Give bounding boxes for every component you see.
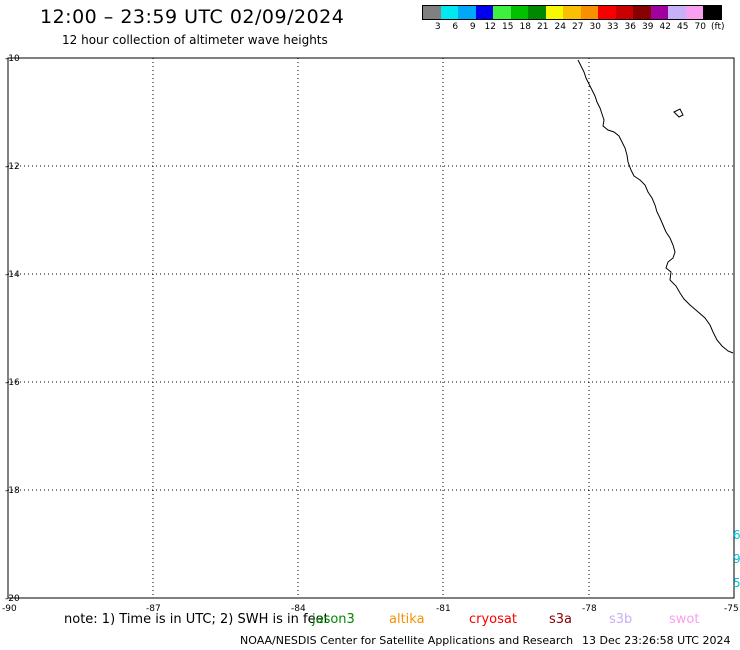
satellite-altika: altika xyxy=(389,612,425,627)
legend-label: 70 xyxy=(694,22,706,32)
legend-swatch xyxy=(598,6,616,19)
legend-swatch xyxy=(685,6,703,19)
satellite-jason3: jason3 xyxy=(312,612,355,627)
legend-label: 33 xyxy=(607,22,619,32)
legend-swatch xyxy=(633,6,651,19)
legend-swatch xyxy=(668,6,686,19)
legend-label: 36 xyxy=(624,22,636,32)
lat-label: -12 xyxy=(5,162,20,172)
legend-label: 21 xyxy=(537,22,549,32)
lat-label: -14 xyxy=(5,270,20,280)
legend-label: 12 xyxy=(484,22,496,32)
legend-label: 24 xyxy=(554,22,566,32)
legend-label: 3 xyxy=(434,22,441,32)
credit-line: NOAA/NESDIS Center for Satellite Applica… xyxy=(240,634,574,647)
lon-label: -90 xyxy=(2,604,17,614)
legend-label: 6 xyxy=(452,22,459,32)
peru-coastline xyxy=(577,59,734,354)
legend-swatch xyxy=(493,6,511,19)
legend-color-bar xyxy=(422,5,722,20)
legend-label: 42 xyxy=(659,22,671,32)
edge-wave-mark: 5 xyxy=(733,576,740,590)
legend-label: 30 xyxy=(589,22,601,32)
legend-label: (ft) xyxy=(710,22,725,32)
legend-swatch xyxy=(510,6,528,19)
map-subtitle: 12 hour collection of altimeter wave hei… xyxy=(62,33,328,47)
lon-label: -75 xyxy=(724,604,739,614)
legend-swatch xyxy=(545,6,563,19)
legend-swatch xyxy=(528,6,546,19)
lon-label: -87 xyxy=(146,604,161,614)
lat-label: -10 xyxy=(5,54,20,64)
legend-swatch xyxy=(563,6,581,19)
edge-wave-mark: 9 xyxy=(733,552,740,566)
lon-label: -84 xyxy=(291,604,306,614)
satellite-swot: swot xyxy=(669,612,700,627)
wave-height-legend: 3 6 9 12 15 18 21 24 27 30 33 36 39 42 45 70 (ft) xyxy=(422,5,725,36)
legend-swatch xyxy=(580,6,598,19)
legend-label: 39 xyxy=(642,22,654,32)
island xyxy=(673,108,684,118)
lon-label: -81 xyxy=(436,604,451,614)
satellite-s3a: s3a xyxy=(549,612,573,627)
map-frame xyxy=(7,57,735,599)
lat-label: -18 xyxy=(5,486,20,496)
legend-swatch xyxy=(458,6,476,19)
generation-timestamp: 13 Dec 23:26:58 UTC 2024 xyxy=(582,634,731,647)
satellite-s3b: s3b xyxy=(609,612,633,627)
legend-label: 18 xyxy=(519,22,531,32)
legend-swatch xyxy=(475,6,493,19)
edge-wave-mark: 6 xyxy=(733,528,740,542)
lat-label: -20 xyxy=(5,594,20,604)
gridlines xyxy=(8,58,734,598)
legend-label: 9 xyxy=(469,22,476,32)
lon-label: -78 xyxy=(582,604,597,614)
legend-label: 15 xyxy=(502,22,514,32)
legend-labels: 3 6 9 12 15 18 21 24 27 30 33 36 39 42 45 70 (ft) xyxy=(422,22,725,36)
legend-label: 27 xyxy=(572,22,584,32)
legend-swatch xyxy=(650,6,668,19)
legend-swatch xyxy=(703,6,721,19)
map-title: 12:00 – 23:59 UTC 02/09/2024 xyxy=(40,6,345,28)
legend-swatch xyxy=(423,6,441,19)
legend-label: 45 xyxy=(677,22,689,32)
legend-swatch xyxy=(615,6,633,19)
satellite-cryosat: cryosat xyxy=(469,612,517,627)
footer-note: note: 1) Time is in UTC; 2) SWH is in fe… xyxy=(64,612,329,627)
lat-label: -16 xyxy=(5,378,20,388)
legend-swatch xyxy=(440,6,458,19)
